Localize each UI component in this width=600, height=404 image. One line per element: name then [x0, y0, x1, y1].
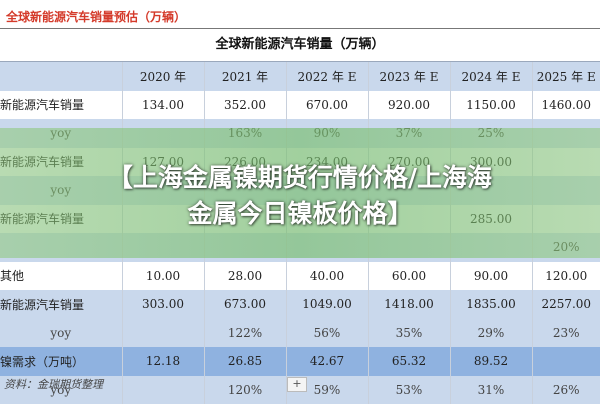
table-cell: 35%: [368, 319, 450, 348]
table-cell: 673.00: [204, 290, 286, 319]
column-header: 2023 年 E: [368, 62, 450, 91]
table-cell: 1418.00: [368, 290, 450, 319]
expand-button[interactable]: +: [287, 377, 307, 392]
column-header: 2022 年 E: [286, 62, 368, 91]
overlay-title-line-1: 【上海金属镍期货行情价格/上海海: [0, 160, 600, 196]
table-cell: [122, 319, 204, 348]
table-cell: 2257.00: [532, 290, 600, 319]
source-note: 资料：金瑞期货整理: [4, 376, 103, 392]
table-cell: 1150.00: [450, 91, 532, 120]
chart-caption: 全球新能源汽车销量预估（万辆）: [6, 8, 186, 25]
table-cell: 1835.00: [450, 290, 532, 319]
table-cell: 23%: [532, 319, 600, 348]
table-cell: 12.18: [122, 347, 204, 376]
table-cell: 89.52: [450, 347, 532, 376]
table-cell: 303.00: [122, 290, 204, 319]
table-cell: 56%: [286, 319, 368, 348]
column-header: 2025 年 E: [532, 62, 600, 91]
table-cell: [532, 347, 600, 376]
table-cell: 1049.00: [286, 290, 368, 319]
overlay-title: 【上海金属镍期货行情价格/上海海 金属今日镍板价格】: [0, 160, 600, 232]
row-label: 新能源汽车销量: [0, 290, 122, 319]
column-header: 2021 年: [204, 62, 286, 91]
table-cell: 920.00: [368, 91, 450, 120]
row-label: 其他: [0, 262, 122, 291]
row-label: 镍需求（万吨）: [0, 347, 122, 376]
table-cell: 90.00: [450, 262, 532, 291]
table-row: yoy 122%56%35%29%23%: [0, 319, 600, 348]
table-cell: 26.85: [204, 347, 286, 376]
table-title: 全球新能源汽车销量（万辆）: [0, 29, 600, 62]
table-cell: 42.67: [286, 347, 368, 376]
column-header: 2024 年 E: [450, 62, 532, 91]
table-cell: 40.00: [286, 262, 368, 291]
table-cell: 122%: [204, 319, 286, 348]
row-label: yoy: [0, 319, 122, 348]
overlay-title-line-2: 金属今日镍板价格】: [0, 196, 600, 232]
table-cell: 60.00: [368, 262, 450, 291]
column-header: 2020 年: [122, 62, 204, 91]
table-cell: 29%: [450, 319, 532, 348]
table-cell: 65.32: [368, 347, 450, 376]
table-cell: 10.00: [122, 262, 204, 291]
table-cell: 1460.00: [532, 91, 600, 120]
table-cell: 120.00: [532, 262, 600, 291]
column-header: [0, 62, 122, 91]
table-cell: 670.00: [286, 91, 368, 120]
table-cell: 352.00: [204, 91, 286, 120]
table-cell: 134.00: [122, 91, 204, 120]
row-label: 新能源汽车销量: [0, 91, 122, 120]
table-cell: 28.00: [204, 262, 286, 291]
